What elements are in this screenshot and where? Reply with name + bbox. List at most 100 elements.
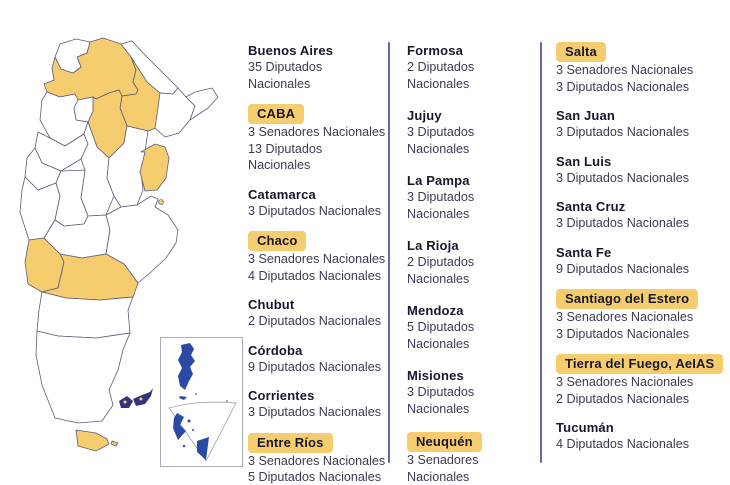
province-tierra-del-fuego — [75, 429, 110, 452]
seats-line: 3 Senadores Nacionales — [556, 310, 694, 324]
inset-tierra-del-fuego — [179, 396, 187, 400]
province-entry: Entre Ríos 3 Senadores Nacionales 5 Diputa… — [248, 432, 388, 485]
argentina-map-svg — [19, 37, 243, 467]
province-name: Buenos Aires — [248, 43, 334, 58]
province-name: Santa Fe — [556, 244, 612, 260]
province-name-highlighted: Santiago del Estero — [556, 289, 699, 309]
seats-line: 4 Diputados Nacionales — [556, 437, 690, 451]
inset-antarctic-wedge — [168, 401, 237, 462]
inset-antarctic-dot-2 — [182, 444, 186, 448]
province-column-1: Buenos Aires 35 Diputados Nacionales CABA 3… — [248, 42, 388, 485]
province-name-highlighted: Tierra del Fuego, AeIAS — [556, 354, 724, 374]
province-santa-cruz — [35, 330, 131, 424]
province-name: Mendoza — [407, 303, 464, 318]
province-entry: Córdoba 9 Diputados Nacionales — [248, 342, 388, 376]
province-entry: Formosa 2 Diputados Nacionales — [407, 42, 537, 92]
argentina-map — [0, 0, 245, 485]
malvinas-dot-west — [123, 400, 127, 404]
province-entry: Catamarca 3 Diputados Nacionales — [248, 186, 388, 220]
seats-line: 2 Diputados Nacionales — [407, 255, 475, 286]
column-divider-2 — [540, 42, 542, 463]
seats-line: 3 Diputados Nacionales — [556, 125, 690, 139]
column-divider-1 — [388, 42, 390, 463]
seats-line: 5 Diputados Nacionales — [407, 320, 475, 351]
province-name: San Luis — [556, 153, 612, 169]
province-entry: Tucumán 4 Diputados Nacionales — [556, 419, 728, 453]
seats-line: 9 Diputados Nacionales — [248, 359, 382, 374]
province-misiones — [185, 87, 219, 121]
seats-line: 5 Diputados Nacionales — [248, 470, 382, 484]
province-name: Tucumán — [556, 420, 614, 435]
province-entry: San Luis 3 Diputados Nacionales — [556, 153, 728, 187]
seats-line: 3 Senadores Nacionales — [248, 453, 386, 468]
province-entry: Chaco 3 Senadores Nacionales 4 Diputados N… — [248, 231, 388, 284]
seats-line: 3 Diputados Nacionales — [556, 216, 690, 230]
inset-antarctic-dot-3 — [192, 429, 194, 431]
seats-line: 9 Diputados Nacionales — [556, 261, 690, 276]
seats-line: 3 Senadores Nacionales — [248, 125, 386, 139]
seats-line: 3 Diputados Nacionales — [556, 170, 690, 185]
province-entry: Buenos Aires 35 Diputados Nacionales — [248, 42, 388, 92]
seats-line: 3 Senadores Nacionales — [248, 252, 386, 266]
seats-line: 3 Senadores Nacionales — [556, 63, 694, 77]
province-column-2: Formosa 2 Diputados Nacionales Jujuy 3 Dipu… — [407, 42, 537, 485]
seats-line: 3 Senadores Nacionales — [556, 375, 694, 389]
inset-antarctic-coast — [173, 413, 186, 440]
seats-line: 35 Diputados Nacionales — [248, 60, 323, 91]
province-name: Corrientes — [248, 388, 315, 403]
province-entry: Chubut 2 Diputados Nacionales — [248, 296, 388, 330]
province-entry: Santa Fe 9 Diputados Nacionales — [556, 244, 728, 278]
malvinas-dot-east — [139, 397, 143, 401]
seats-line: 3 Diputados Nacionales — [407, 190, 475, 221]
province-entry: San Juan 3 Diputados Nacionales — [556, 107, 728, 141]
seats-line: 4 Diputados Nacionales — [248, 268, 382, 283]
tierra-del-fuego-islet — [110, 440, 119, 447]
province-name: Chubut — [248, 297, 295, 312]
province-name: Misiones — [407, 368, 464, 383]
seats-line: 3 Diputados Nacionales — [248, 203, 382, 218]
province-entry: La Rioja 2 Diputados Nacionales — [407, 237, 537, 287]
province-entry: CABA 3 Senadores Nacionales 13 Diputados N… — [248, 104, 388, 174]
province-entry: Salta 3 Senadores Nacionales 3 Diputados N… — [556, 42, 728, 95]
province-entry: Tierra del Fuego, AeIAS 3 Senadores Nacio… — [556, 354, 728, 407]
province-entry: Jujuy 3 Diputados Nacionales — [407, 107, 537, 157]
province-name: La Rioja — [407, 238, 459, 253]
province-name: San Juan — [556, 108, 615, 123]
seats-line: 3 Diputados Nacionales — [248, 405, 382, 419]
inset-south-atlantic-dot — [226, 400, 228, 402]
province-entry: Corrientes 3 Diputados Nacionales — [248, 387, 388, 421]
seats-line: 3 Diputados Nacionales — [407, 385, 475, 416]
seats-line: 2 Diputados Nacionales — [407, 60, 475, 91]
province-caba — [158, 199, 164, 205]
province-name-highlighted: Salta — [556, 42, 606, 62]
province-name: Formosa — [407, 43, 463, 58]
province-entry: Misiones 3 Diputados Nacionales — [407, 367, 537, 417]
seats-line: 2 Diputados Nacionales — [556, 391, 690, 406]
province-entry: Mendoza 5 Diputados Nacionales — [407, 302, 537, 352]
inset-malvinas-dot — [195, 393, 197, 395]
province-name: Córdoba — [248, 342, 303, 358]
seats-line: 3 Diputados Nacionales — [556, 79, 690, 94]
seats-line: 3 Diputados Nacionales — [407, 125, 475, 156]
inset-antarctic-dot-1 — [187, 419, 191, 423]
province-name: Catamarca — [248, 186, 316, 202]
province-name: La Pampa — [407, 173, 470, 188]
seats-line: 3 Senadores Nacionales — [407, 453, 479, 484]
province-chubut — [36, 291, 134, 339]
province-entre-rios — [139, 143, 170, 192]
seats-line: 3 Diputados Nacionales — [556, 326, 690, 341]
province-name: Jujuy — [407, 108, 442, 123]
province-name-highlighted: CABA — [248, 104, 305, 124]
malvinas-east-island — [133, 388, 153, 406]
province-entry: La Pampa 3 Diputados Nacionales — [407, 172, 537, 222]
province-column-3: Salta 3 Senadores Nacionales 3 Diputados N… — [556, 42, 728, 465]
province-name-highlighted: Entre Ríos — [248, 432, 333, 453]
province-name-highlighted: Chaco — [248, 231, 307, 251]
province-jujuy — [54, 38, 91, 74]
province-name-highlighted: Neuquén — [407, 432, 482, 452]
province-name: Santa Cruz — [556, 199, 626, 214]
province-entry: Santiago del Estero 3 Senadores Nacionale… — [556, 289, 728, 342]
inset-argentina-silhouette — [178, 343, 195, 390]
